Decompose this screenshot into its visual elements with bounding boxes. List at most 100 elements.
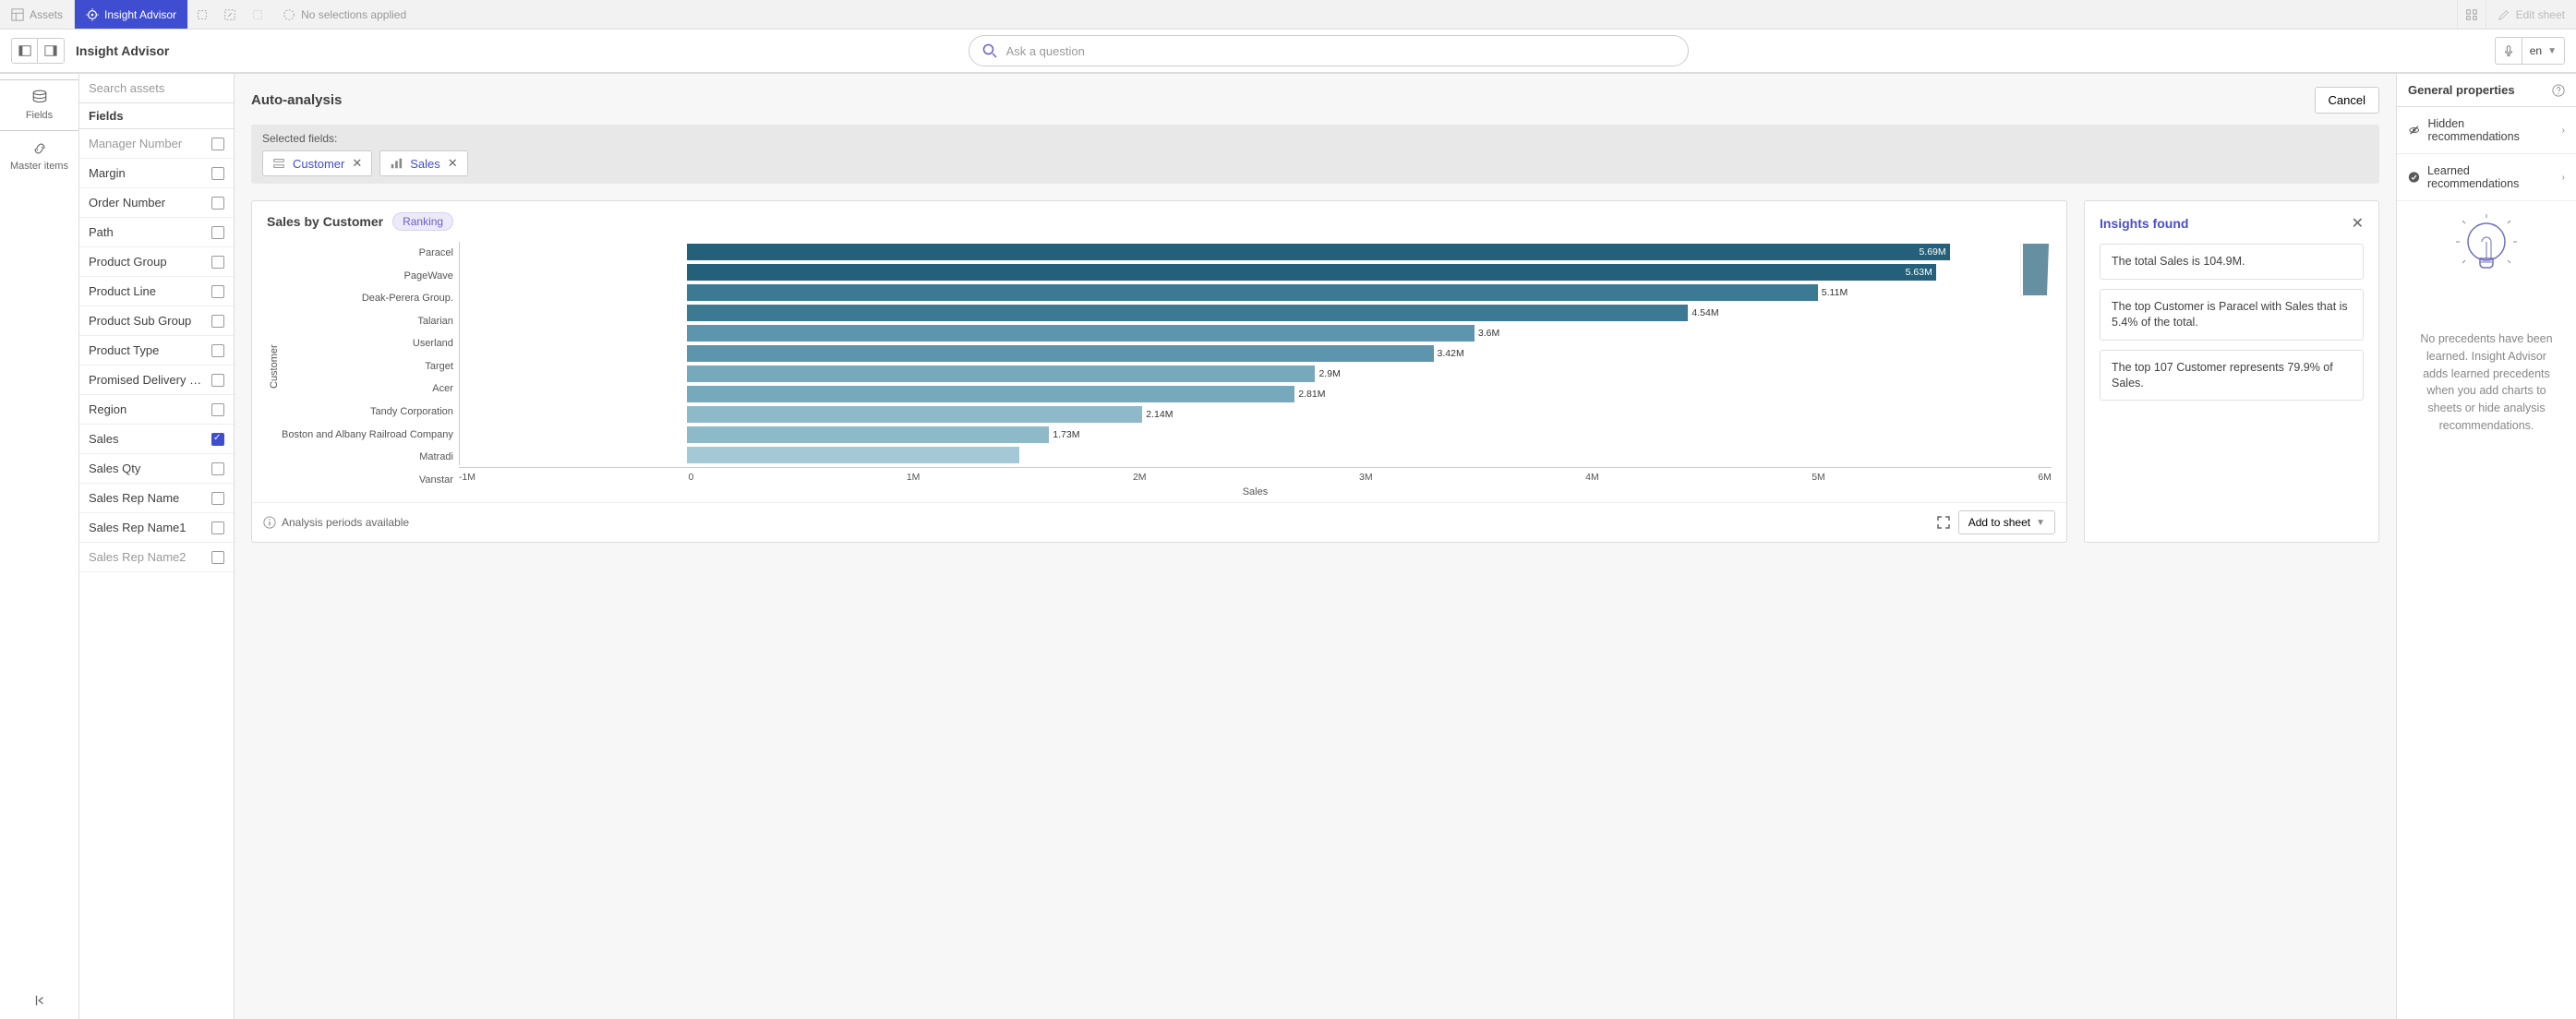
insight-item[interactable]: The top 107 Customer represents 79.9% of…: [2100, 350, 2364, 402]
insight-item[interactable]: The total Sales is 104.9M.: [2100, 244, 2364, 280]
bar-area: 5.69M 5.63M 5.11M 4.54M 3.6M 3.42M 2.9M 2.81M 2.…: [459, 242, 2052, 465]
bar-rect[interactable]: [687, 447, 1019, 463]
check-circle-icon: [2408, 171, 2420, 184]
field-row[interactable]: Product Line: [79, 277, 234, 306]
fields-search[interactable]: [79, 74, 234, 102]
chip-remove[interactable]: ✕: [448, 156, 458, 171]
expand-icon[interactable]: [1936, 515, 1951, 530]
bar-category-label: Vanstar: [282, 470, 453, 490]
field-checkbox[interactable]: [211, 403, 224, 416]
rail-master-items[interactable]: Master items: [0, 131, 78, 181]
field-checkbox[interactable]: [211, 167, 224, 180]
field-label: Product Line: [89, 284, 206, 298]
field-checkbox[interactable]: [211, 197, 224, 210]
bar-row: 2.81M: [460, 384, 2052, 404]
selection-tool-2[interactable]: [216, 0, 244, 29]
left-panel-toggle[interactable]: [12, 39, 38, 63]
center-header: Auto-analysis Cancel: [251, 87, 2379, 114]
field-row[interactable]: Promised Delivery D...: [79, 366, 234, 395]
y-axis-label: Customer: [267, 242, 282, 491]
chart-card: Sales by Customer Ranking Customer Parac…: [251, 200, 2067, 543]
bar-rect[interactable]: 3.42M: [687, 345, 1433, 362]
chip-remove[interactable]: ✕: [352, 156, 362, 171]
bar-row: 1.73M: [460, 425, 2052, 445]
selection-tool-1[interactable]: [188, 0, 216, 29]
selected-field-chip[interactable]: Customer ✕: [262, 150, 372, 176]
panel-left-icon: [18, 44, 31, 57]
field-label: Product Sub Group: [89, 314, 206, 328]
fields-list[interactable]: Manager NumberMarginOrder Number Path Prod…: [79, 129, 234, 1019]
close-insights-button[interactable]: ✕: [2352, 214, 2364, 233]
field-row[interactable]: Manager Number: [79, 129, 234, 159]
field-checkbox[interactable]: [211, 521, 224, 534]
rail-fields[interactable]: Fields: [0, 79, 78, 131]
field-checkbox[interactable]: [211, 462, 224, 475]
bar-row: 3.6M: [460, 323, 2052, 343]
bar-rect[interactable]: 2.9M: [687, 366, 1315, 382]
learned-rec-item[interactable]: Learned recommendations ›: [2397, 154, 2576, 201]
bar-rect[interactable]: 4.54M: [687, 305, 1688, 321]
bar-rect[interactable]: 2.14M: [687, 406, 1142, 423]
field-row[interactable]: Product Group: [79, 247, 234, 277]
field-label: Path: [89, 225, 206, 239]
right-panel-toggle[interactable]: [38, 39, 64, 63]
field-row[interactable]: Region: [79, 395, 234, 425]
field-row[interactable]: Sales Rep Name1: [79, 513, 234, 543]
auto-analysis-title: Auto-analysis: [251, 92, 342, 108]
mic-icon: [2502, 44, 2515, 57]
bar-rect[interactable]: 3.6M: [687, 325, 1475, 342]
field-row[interactable]: Sales Rep Name2: [79, 543, 234, 572]
bulb-illustration: [2397, 214, 2576, 286]
field-row[interactable]: Margin: [79, 159, 234, 188]
field-checkbox[interactable]: [211, 492, 224, 505]
assets-tab[interactable]: Assets: [0, 0, 75, 29]
lang-select[interactable]: en ▼: [2522, 37, 2565, 65]
help-icon[interactable]: [2552, 84, 2565, 97]
field-row[interactable]: Product Type: [79, 336, 234, 366]
add-to-sheet-button[interactable]: Add to sheet ▼: [1958, 510, 2055, 534]
field-checkbox[interactable]: [211, 315, 224, 328]
field-checkbox[interactable]: [211, 138, 224, 150]
insight-item[interactable]: The top Customer is Paracel with Sales t…: [2100, 289, 2364, 341]
search-container[interactable]: [969, 35, 1689, 66]
field-checkbox[interactable]: [211, 344, 224, 357]
field-row[interactable]: Sales: [79, 425, 234, 454]
bar-category-label: Target: [282, 356, 453, 377]
chip-label: Customer: [293, 157, 344, 171]
field-checkbox[interactable]: [211, 433, 224, 446]
x-tick: 2M: [1133, 472, 1147, 483]
field-label: Product Type: [89, 343, 206, 357]
bar-value-label: 2.81M: [1298, 389, 1325, 400]
bar-rect[interactable]: 5.63M: [687, 264, 1936, 281]
insight-advisor-tab[interactable]: Insight Advisor: [75, 0, 188, 29]
learned-rec-label: Learned recommendations: [2427, 164, 2555, 190]
field-checkbox[interactable]: [211, 374, 224, 387]
database-icon: [31, 90, 48, 106]
grid-icon: [2465, 8, 2478, 21]
field-checkbox[interactable]: [211, 551, 224, 564]
field-checkbox[interactable]: [211, 285, 224, 298]
bar-rect[interactable]: 2.81M: [687, 386, 1294, 402]
field-row[interactable]: Path: [79, 218, 234, 247]
bookmarks-button[interactable]: [2457, 0, 2486, 29]
no-selections-icon: [283, 8, 295, 21]
bar-rect[interactable]: 1.73M: [687, 426, 1049, 443]
field-checkbox[interactable]: [211, 226, 224, 239]
bar-rect[interactable]: 5.69M: [687, 244, 1949, 260]
rail-collapse[interactable]: [33, 994, 46, 1010]
lightbulb-icon: [2456, 214, 2517, 286]
hidden-rec-item[interactable]: Hidden recommendations ›: [2397, 107, 2576, 154]
cancel-button[interactable]: Cancel: [2315, 87, 2379, 114]
bar-rect[interactable]: 5.11M: [687, 284, 1818, 301]
mic-button[interactable]: [2495, 37, 2522, 65]
fields-search-input[interactable]: [89, 81, 224, 95]
chips-row: Customer✕Sales✕: [262, 150, 2368, 176]
bar-category-label: Talarian: [282, 311, 453, 331]
field-row[interactable]: Sales Rep Name: [79, 484, 234, 513]
field-row[interactable]: Sales Qty: [79, 454, 234, 484]
field-checkbox[interactable]: [211, 256, 224, 269]
field-row[interactable]: Order Number: [79, 188, 234, 218]
search-input[interactable]: [1006, 44, 1675, 58]
selected-field-chip[interactable]: Sales✕: [379, 150, 467, 176]
field-row[interactable]: Product Sub Group: [79, 306, 234, 336]
